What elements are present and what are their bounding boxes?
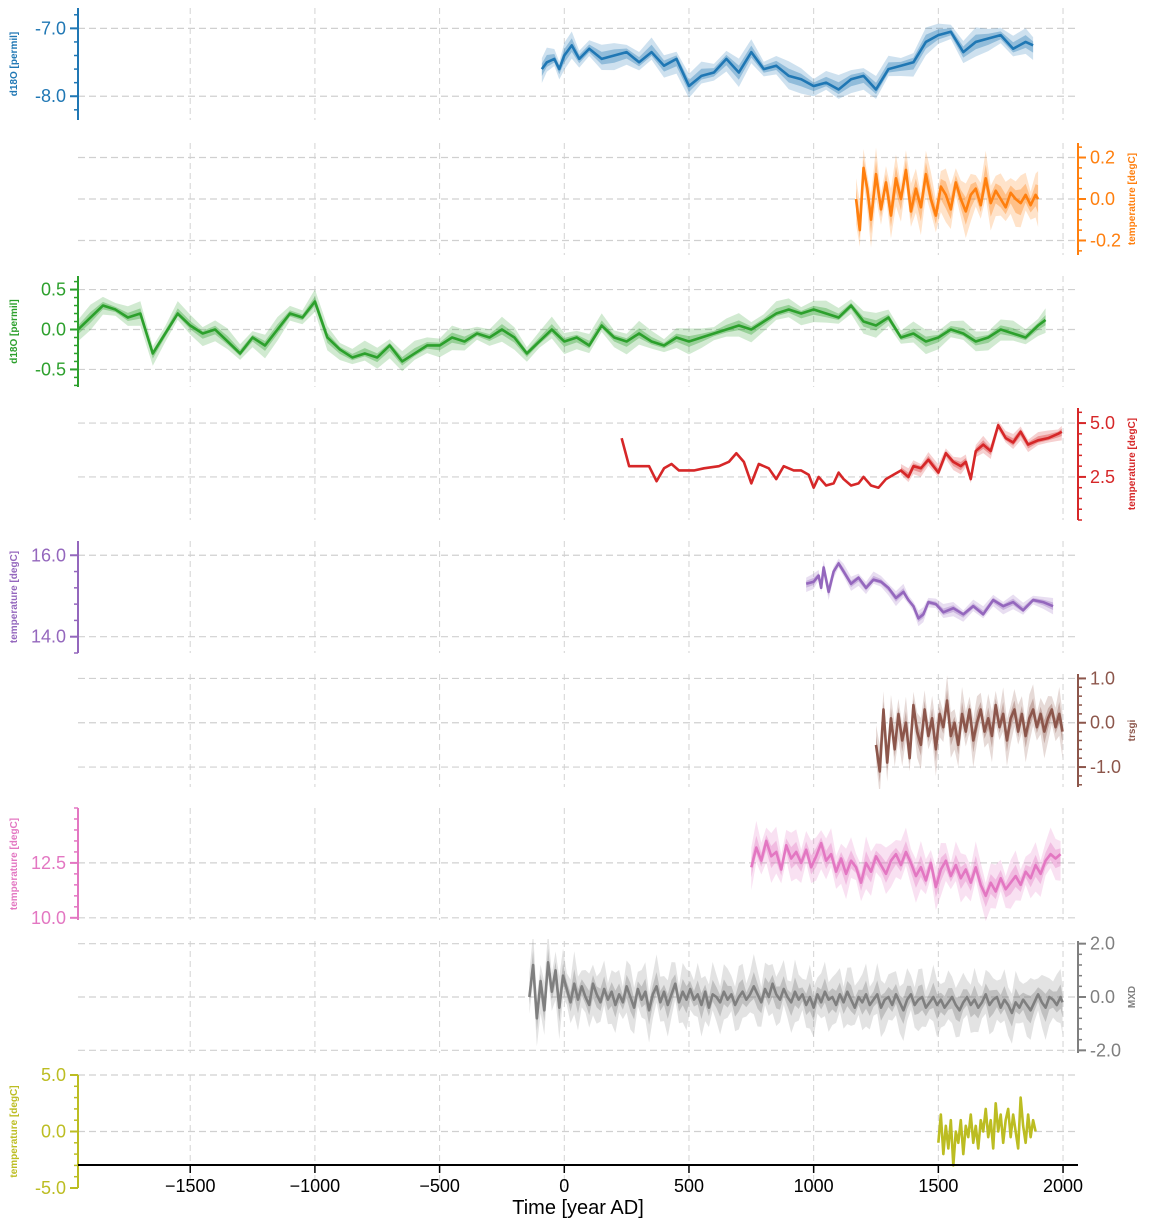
y-axis-title: d18O [permil] bbox=[9, 299, 20, 363]
y-tick-label: -5.0 bbox=[35, 1178, 66, 1198]
y-tick-label: -0.5 bbox=[35, 359, 66, 379]
series-group bbox=[937, 1096, 1037, 1167]
series-line bbox=[528, 961, 1064, 1020]
y-tick-label: 5.0 bbox=[1090, 413, 1115, 433]
panel-4: 5.0 2.5 temperature [degC] bbox=[78, 408, 1138, 521]
y-axis-title: temperature [degC] bbox=[9, 551, 20, 643]
y-tick-label: 2.5 bbox=[1090, 467, 1115, 487]
uncertainty-band bbox=[78, 289, 1046, 372]
panel-1: -7.0 -8.0 d18O [permil] bbox=[9, 8, 1078, 120]
y-axis-title: temperature [degC] bbox=[9, 1085, 20, 1177]
x-tick-label: 0 bbox=[559, 1176, 569, 1196]
series-line bbox=[540, 30, 1034, 91]
series-group bbox=[78, 289, 1047, 372]
y-axis-title: temperature [degC] bbox=[1127, 153, 1138, 245]
series-group bbox=[620, 420, 1063, 489]
y-axis-title: temperature [degC] bbox=[9, 818, 20, 910]
y-tick-label: 0.0 bbox=[41, 1122, 66, 1142]
y-tick-label: 5.0 bbox=[41, 1065, 66, 1085]
panel-8: 2.0 0.0 -2.0 MXD bbox=[78, 934, 1138, 1060]
uncertainty-band bbox=[900, 420, 1062, 484]
x-axis-label: Time [year AD] bbox=[512, 1197, 644, 1219]
x-tick-label: −1500 bbox=[165, 1176, 216, 1196]
panel-5: 16.0 14.0 temperature [degC] bbox=[9, 541, 1078, 654]
series-group bbox=[540, 23, 1034, 99]
y-tick-label: 0.0 bbox=[1090, 189, 1115, 209]
y-tick-label: -8.0 bbox=[35, 86, 66, 106]
y-tick-label: 0.0 bbox=[41, 320, 66, 340]
y-axis-title: d18O [permil] bbox=[9, 32, 20, 96]
series-group bbox=[750, 820, 1062, 922]
series-line bbox=[874, 699, 1064, 773]
y-tick-label: 0.0 bbox=[1090, 987, 1115, 1007]
uncertainty-band bbox=[876, 675, 1063, 789]
x-tick-label: 1500 bbox=[918, 1176, 958, 1196]
y-tick-label: -0.2 bbox=[1090, 230, 1121, 250]
x-tick-label: 2000 bbox=[1043, 1176, 1083, 1196]
x-tick-label: 500 bbox=[674, 1176, 704, 1196]
x-axis: Time [year AD] −1500 −1000 −500 0 500 1000 150… bbox=[78, 1164, 1083, 1219]
x-tick-label: −1000 bbox=[290, 1176, 341, 1196]
series-line bbox=[620, 423, 1063, 489]
y-tick-label: 0.2 bbox=[1090, 148, 1115, 168]
panel-6: 1.0 0.0 -1.0 trsgi bbox=[78, 668, 1138, 789]
y-tick-label: 12.5 bbox=[31, 853, 66, 873]
y-tick-label: 14.0 bbox=[31, 627, 66, 647]
x-tick-label: 1000 bbox=[794, 1176, 834, 1196]
y-tick-label: 2.0 bbox=[1090, 934, 1115, 954]
x-tick-label: −500 bbox=[419, 1176, 460, 1196]
y-axis-title: trsgi bbox=[1127, 719, 1138, 741]
y-tick-label: 0.0 bbox=[1090, 713, 1115, 733]
series-group bbox=[805, 558, 1054, 627]
series-group bbox=[854, 147, 1040, 248]
y-tick-label: -1.0 bbox=[1090, 757, 1121, 777]
y-tick-label: 10.0 bbox=[31, 908, 66, 928]
y-axis-title: temperature [degC] bbox=[1127, 418, 1138, 510]
uncertainty-band bbox=[751, 820, 1061, 922]
series-line bbox=[854, 166, 1040, 232]
y-tick-label: 0.5 bbox=[41, 280, 66, 300]
panel-2: 0.2 0.0 -0.2 temperature [degC] bbox=[78, 143, 1138, 255]
series-line bbox=[937, 1096, 1037, 1167]
y-tick-label: 16.0 bbox=[31, 545, 66, 565]
y-tick-label: -2.0 bbox=[1090, 1040, 1121, 1060]
panels-group: -7.0 -8.0 d18O [permil] 0.2 0.0 -0.2 temperatu… bbox=[9, 8, 1138, 1198]
series-group bbox=[528, 939, 1064, 1047]
y-axis-title: MXD bbox=[1127, 986, 1138, 1008]
series-line bbox=[78, 300, 1047, 363]
panel-7: 12.5 10.0 temperature [degC] bbox=[9, 807, 1078, 928]
y-tick-label: 1.0 bbox=[1090, 668, 1115, 688]
series-line bbox=[750, 839, 1062, 898]
uncertainty-band bbox=[529, 948, 1063, 1031]
series-group bbox=[874, 675, 1064, 789]
y-tick-label: -7.0 bbox=[35, 18, 66, 38]
uncertainty-band bbox=[541, 23, 1034, 99]
panel-3: 0.5 0.0 -0.5 d18O [permil] bbox=[9, 276, 1078, 387]
series-line bbox=[805, 562, 1054, 620]
